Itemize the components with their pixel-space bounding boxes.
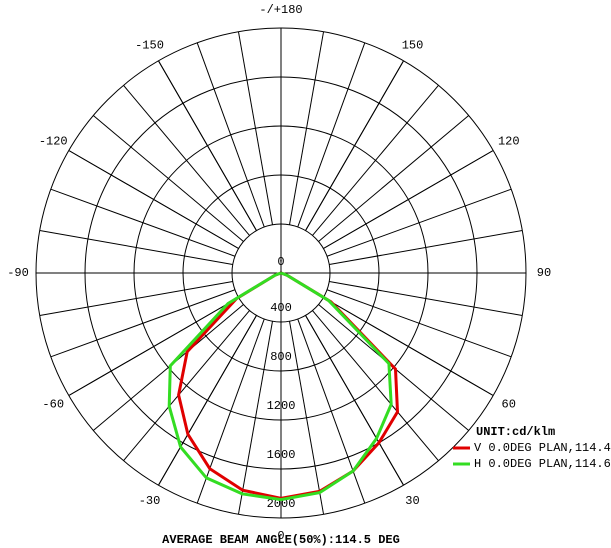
r-tick-label: 0 [277,255,284,269]
angle-grid-line [158,60,257,231]
angle-tick-label: -/+180 [259,3,302,17]
unit-label: UNIT:cd/klm [476,425,555,439]
angle-tick-label: -150 [135,38,164,52]
footer: AVERAGE BEAM ANGLE(50%):114.5 DEG [162,533,400,547]
angle-tick-label: 90 [537,266,551,280]
angle-tick-label: -90 [7,266,29,280]
angle-tick-label: 150 [402,38,424,52]
angle-tick-label: 0 [277,529,284,543]
series-line [167,271,393,502]
angle-tick-label: -60 [42,398,64,412]
angle-tick-label: 60 [502,398,516,412]
legend-label: H 0.0DEG PLAN,114.6 [474,457,611,471]
angle-tick-label: -120 [39,135,68,149]
angle-tick-label: 120 [498,135,520,149]
angle-tick-label: -30 [139,494,161,508]
angle-grid-line [305,60,404,231]
angle-grid-line [323,297,494,396]
angle-grid-line [323,150,494,249]
angle-tick-label: 30 [405,494,419,508]
angle-grid-line [305,315,404,486]
angle-grid-line [68,150,239,249]
angle-grid-line [158,315,257,486]
angle-grid-line [68,297,239,396]
r-tick-label: 400 [270,301,292,315]
legend-label: V 0.0DEG PLAN,114.4 [474,441,611,455]
